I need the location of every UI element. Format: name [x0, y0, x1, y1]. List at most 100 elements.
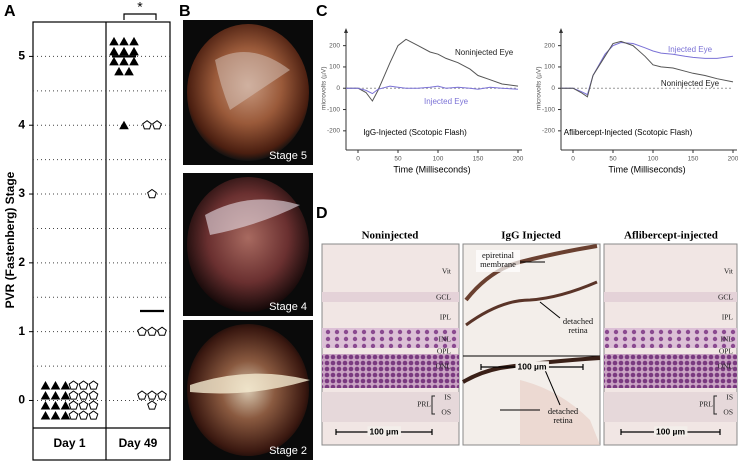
scale-bar-label: 100 µm	[656, 426, 685, 436]
triangle-point	[129, 46, 139, 56]
triangle-point	[124, 66, 134, 76]
panel-letter: A	[4, 3, 16, 20]
pentagon-point	[147, 188, 157, 199]
triangle-point	[50, 400, 61, 410]
pentagon-point	[68, 380, 79, 390]
fundus-label: Stage 5	[269, 150, 307, 162]
photoreceptor-layer	[604, 392, 737, 422]
pentagon-point	[88, 400, 99, 410]
x-tick-label: 50	[609, 156, 617, 163]
triangle-point	[40, 380, 51, 390]
panel-letter: C	[316, 3, 328, 20]
significance-star: *	[137, 0, 143, 15]
y-tick-label: 100	[544, 64, 555, 71]
x-tick-label: 150	[473, 156, 484, 163]
prl-bracket	[431, 395, 435, 415]
scale-label-bg	[515, 361, 549, 372]
triangle-point	[109, 56, 119, 66]
y-tick-label: -200	[327, 128, 340, 135]
plot-frame	[32, 21, 171, 461]
pentagon-point	[137, 326, 147, 336]
layer-label: OPL	[719, 347, 734, 356]
pentagon-point	[147, 326, 157, 336]
layer-label: PRL	[417, 400, 431, 409]
layer-label: GCL	[436, 293, 451, 302]
pentagon-point	[78, 390, 89, 400]
x-axis-label: Time (Milliseconds)	[393, 164, 470, 174]
outer-nuclear-layer	[604, 354, 737, 388]
scale-bar-label: 100 µm	[518, 361, 547, 371]
x-tick-label: 100	[648, 156, 659, 163]
y-tick-label: 0	[551, 85, 555, 92]
fundus-disc	[187, 177, 309, 312]
annotation: membrane	[480, 259, 516, 269]
pentagon-point	[142, 120, 152, 130]
y-tick-label: 0	[336, 85, 340, 92]
x-tick-label: 0	[356, 156, 360, 163]
outer-nuclear-layer	[322, 354, 459, 388]
triangle-point	[114, 66, 124, 76]
pentagon-point	[78, 400, 89, 410]
series-line	[561, 41, 734, 96]
pentagon-point	[147, 400, 157, 410]
annotation-bg	[476, 250, 520, 272]
triangle-point	[60, 390, 71, 400]
panel-title: IgG Injected	[501, 230, 561, 242]
scale-label-bg	[654, 426, 688, 437]
y-axis-label: microvolts (µV)	[536, 67, 543, 110]
significance-bracket	[123, 13, 157, 20]
series-label: Noninjected Eye	[455, 48, 514, 57]
triangle-point	[129, 36, 139, 46]
annotation: epiretinal	[482, 250, 515, 260]
series-line	[346, 38, 519, 102]
layer-label: Vit	[442, 267, 452, 276]
pentagon-point	[152, 120, 162, 130]
pentagon-point	[88, 380, 99, 390]
photoreceptor-layer	[322, 392, 459, 422]
y-tick-label: 0	[18, 393, 25, 407]
y-tick-label: 200	[544, 42, 555, 49]
layer-label: IS	[444, 393, 451, 402]
membrane	[465, 280, 598, 327]
fundus-detail	[190, 373, 310, 394]
annotation: detached	[563, 316, 594, 326]
triangle-point	[50, 410, 61, 420]
inner-nuclear-layer	[322, 328, 459, 348]
pentagon-point	[78, 380, 89, 390]
x-tick-label: 0	[571, 156, 575, 163]
pentagon-point	[157, 326, 167, 336]
fundus-detail	[205, 199, 300, 235]
y-axis-label: microvolts (µV)	[321, 67, 328, 110]
annotation: detached	[548, 406, 579, 416]
axis-arrow	[559, 28, 563, 33]
series-label: Injected Eye	[424, 97, 469, 106]
pentagon-point	[88, 410, 99, 420]
layer-label: IPL	[722, 313, 734, 322]
triangle-point	[40, 390, 51, 400]
layer-label: PRL	[699, 400, 713, 409]
y-tick-label: 100	[329, 64, 340, 71]
series-label: Injected Eye	[668, 45, 713, 54]
fundus-detail	[215, 52, 290, 110]
triangle-point	[40, 410, 51, 420]
layer-label: INL	[439, 335, 452, 344]
triangle-point	[60, 380, 71, 390]
layer-label: Vit	[724, 267, 734, 276]
panel-letter: B	[179, 3, 191, 20]
layer-label: OS	[723, 408, 733, 417]
triangle-point	[50, 380, 61, 390]
x-tick-label: 150	[688, 156, 699, 163]
tissue	[520, 380, 600, 445]
x-tick-label: Day 1	[53, 436, 85, 450]
series-line	[561, 40, 734, 98]
triangle-point	[60, 410, 71, 420]
annotation: retina	[568, 325, 588, 335]
y-tick-label: 5	[18, 49, 25, 63]
y-tick-label: -100	[542, 106, 555, 113]
y-tick-label: -200	[542, 128, 555, 135]
ganglion-layer	[322, 292, 459, 302]
x-tick-label: 200	[728, 156, 738, 163]
y-axis-label: PVR (Fastenberg) Stage	[3, 171, 17, 308]
triangle-point	[50, 390, 61, 400]
